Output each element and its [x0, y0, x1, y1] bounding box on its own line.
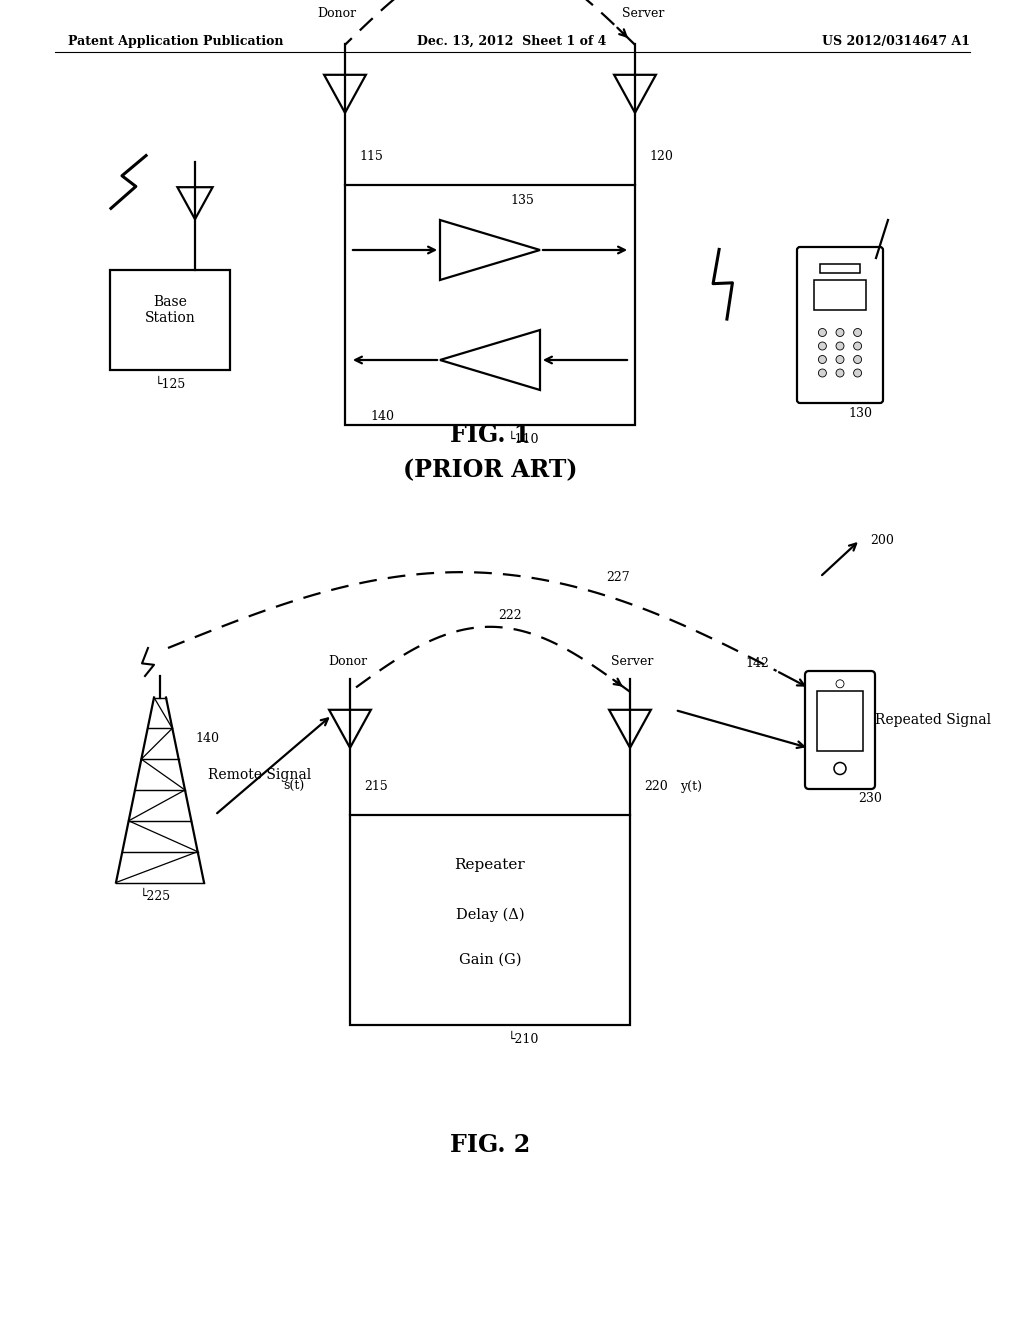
Text: 227: 227 — [606, 570, 630, 583]
Circle shape — [818, 342, 826, 350]
Circle shape — [854, 355, 861, 363]
Text: s(t): s(t) — [284, 780, 305, 793]
Circle shape — [854, 329, 861, 337]
Text: Server: Server — [622, 7, 665, 20]
Text: 222: 222 — [499, 609, 522, 622]
Text: Server: Server — [610, 655, 653, 668]
Text: 135: 135 — [510, 194, 534, 207]
Text: 115: 115 — [359, 150, 383, 162]
Bar — [110, 271, 230, 370]
Text: └225: └225 — [140, 890, 171, 903]
Circle shape — [836, 355, 844, 363]
Text: Donor: Donor — [317, 7, 356, 20]
Bar — [345, 185, 635, 425]
Text: 200: 200 — [870, 533, 894, 546]
Text: y(t): y(t) — [680, 780, 702, 793]
Bar — [817, 690, 863, 751]
Text: Delay (Δ): Delay (Δ) — [456, 908, 524, 923]
Text: Gain (G): Gain (G) — [459, 953, 521, 968]
Circle shape — [836, 370, 844, 378]
Circle shape — [818, 355, 826, 363]
Text: Repeater: Repeater — [455, 858, 525, 873]
Text: FIG. 1: FIG. 1 — [450, 422, 530, 447]
Circle shape — [818, 370, 826, 378]
Text: US 2012/0314647 A1: US 2012/0314647 A1 — [822, 36, 970, 48]
Text: 130: 130 — [848, 407, 872, 420]
Bar — [350, 814, 630, 1026]
Text: (PRIOR ART): (PRIOR ART) — [402, 458, 578, 482]
Circle shape — [836, 329, 844, 337]
Text: Dec. 13, 2012  Sheet 1 of 4: Dec. 13, 2012 Sheet 1 of 4 — [418, 36, 606, 48]
Circle shape — [854, 342, 861, 350]
Text: 142: 142 — [745, 657, 769, 671]
Text: └210: └210 — [508, 1034, 540, 1045]
Circle shape — [854, 370, 861, 378]
Text: └125: └125 — [155, 378, 186, 391]
Text: FIG. 2: FIG. 2 — [450, 1133, 530, 1158]
Text: 215: 215 — [364, 780, 388, 793]
Text: └110: └110 — [508, 433, 540, 446]
Text: Remote Signal: Remote Signal — [208, 768, 311, 781]
Text: 120: 120 — [649, 150, 673, 162]
Text: 220: 220 — [644, 780, 668, 793]
Text: 140: 140 — [195, 733, 219, 744]
Text: 230: 230 — [858, 792, 882, 805]
Bar — [814, 280, 866, 310]
Circle shape — [836, 342, 844, 350]
Circle shape — [818, 329, 826, 337]
Text: Repeated Signal: Repeated Signal — [874, 713, 991, 727]
Bar — [820, 264, 860, 272]
Text: Patent Application Publication: Patent Application Publication — [68, 36, 284, 48]
Text: 140: 140 — [370, 411, 394, 422]
Text: Donor: Donor — [329, 655, 368, 668]
Text: Base
Station: Base Station — [144, 294, 196, 325]
